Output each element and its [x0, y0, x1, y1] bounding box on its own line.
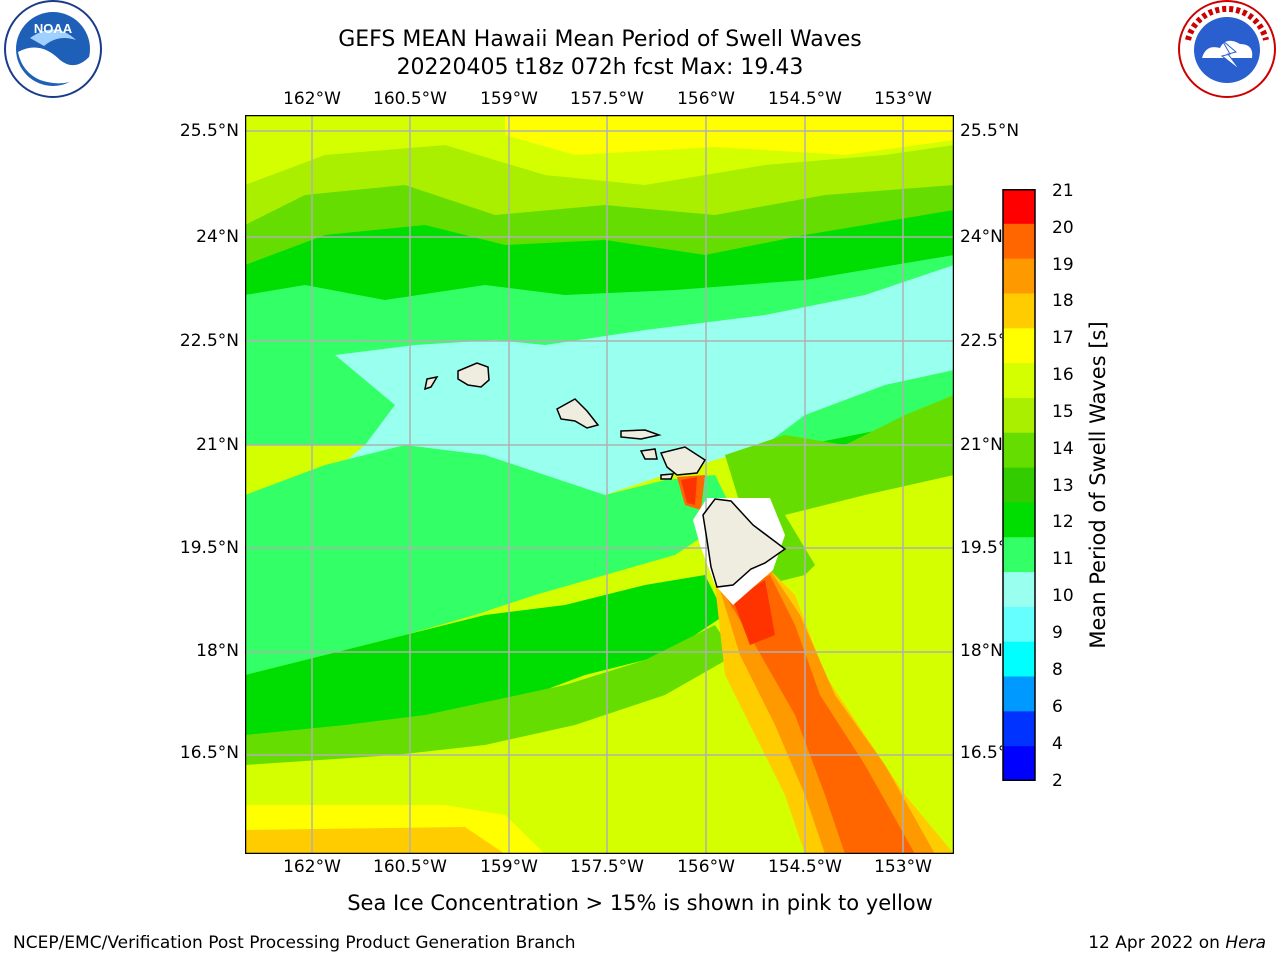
- colorbar: [1002, 189, 1036, 781]
- lon-tick-top: 162°W: [283, 89, 341, 109]
- lat-tick-left: 21°N: [196, 435, 239, 455]
- colorbar-tick: 15: [1052, 402, 1074, 422]
- colorbar-tick: 17: [1052, 328, 1074, 348]
- lat-tick-right: 21°N: [960, 435, 1003, 455]
- lat-tick-right: 24°N: [960, 227, 1003, 247]
- colorbar-segment: [1003, 293, 1035, 329]
- lon-tick-bottom: 154.5°W: [768, 857, 842, 877]
- lon-tick-top: 154.5°W: [768, 89, 842, 109]
- colorbar-segment: [1003, 537, 1035, 573]
- colorbar-segment: [1003, 572, 1035, 608]
- footer-date: 12 Apr 2022 on Hera: [1088, 933, 1266, 953]
- island-oahu: [556, 398, 600, 429]
- colorbar-tick: 11: [1052, 549, 1074, 569]
- colorbar-tick: 18: [1052, 291, 1074, 311]
- lon-tick-bottom: 153°W: [874, 857, 932, 877]
- hawaiian-islands: [424, 362, 787, 588]
- colorbar-segment: [1003, 711, 1035, 747]
- lon-tick-bottom: 157.5°W: [570, 857, 644, 877]
- lon-tick-bottom: 156°W: [677, 857, 735, 877]
- chart-title-line-1: GEFS MEAN Hawaii Mean Period of Swell Wa…: [338, 27, 862, 52]
- colorbar-segment: [1003, 676, 1035, 712]
- lat-tick-left: 25.5°N: [179, 121, 239, 141]
- colorbar-tick: 20: [1052, 218, 1074, 238]
- band-15s-north: [505, 115, 954, 155]
- colorbar-tick: 2: [1052, 771, 1063, 791]
- lat-tick-right: 25.5°N: [960, 121, 1020, 141]
- colorbar-segment: [1003, 328, 1035, 364]
- svg-text:NOAA: NOAA: [34, 21, 73, 36]
- lon-tick-bottom: 160.5°W: [373, 857, 447, 877]
- lat-tick-left: 16.5°N: [179, 743, 239, 763]
- colorbar-segment: [1003, 189, 1035, 225]
- lon-tick-top: 159°W: [480, 89, 538, 109]
- map-gridlines: [245, 115, 954, 854]
- colorbar-segment: [1003, 432, 1035, 469]
- noaa-logo: NOAA: [0, 0, 106, 106]
- lon-tick-top: 160.5°W: [373, 89, 447, 109]
- colorbar-segment: [1003, 502, 1035, 538]
- island-hawaii: [702, 498, 787, 588]
- footer-branch: NCEP/EMC/Verification Post Processing Pr…: [13, 933, 576, 953]
- colorbar-tick: 13: [1052, 476, 1074, 496]
- colorbar-segment: [1003, 223, 1035, 260]
- lon-tick-top: 153°W: [874, 89, 932, 109]
- colorbar-tick: 10: [1052, 586, 1074, 606]
- colorbar-tick: 4: [1052, 734, 1063, 754]
- lat-tick-right: 18°N: [960, 641, 1003, 661]
- colorbar-segment: [1003, 397, 1035, 434]
- colorbar-segment: [1003, 641, 1035, 678]
- colorbar-frame: [1002, 189, 1036, 781]
- colorbar-tick: 16: [1052, 365, 1074, 385]
- island-kahoolawe: [660, 473, 675, 480]
- island-lanai: [639, 448, 658, 460]
- colorbar-segment: [1003, 746, 1035, 781]
- lat-tick-left: 24°N: [196, 227, 239, 247]
- map-panel: [245, 115, 954, 854]
- sea-ice-note: Sea Ice Concentration > 15% is shown in …: [347, 891, 933, 915]
- island-maui: [659, 446, 707, 476]
- colorbar-tick: 9: [1052, 623, 1063, 643]
- island-kauai: [457, 362, 490, 388]
- lat-tick-left: 18°N: [196, 641, 239, 661]
- national-weather-service-logo: [1174, 0, 1280, 106]
- island-molokai: [620, 429, 662, 440]
- lon-tick-top: 156°W: [677, 89, 735, 109]
- footer-host: Hera: [1225, 933, 1266, 953]
- colorbar-tick: 19: [1052, 255, 1074, 275]
- lon-tick-bottom: 159°W: [480, 857, 538, 877]
- lat-tick-left: 22.5°N: [179, 331, 239, 351]
- footer-date-text: 12 Apr 2022 on: [1088, 933, 1220, 953]
- colorbar-segment: [1003, 467, 1035, 503]
- colorbar-segment: [1003, 606, 1035, 643]
- chart-title-line-2: 20220405 t18z 072h fcst Max: 19.43: [396, 55, 804, 80]
- colorbar-tick: 8: [1052, 660, 1063, 680]
- colorbar-label: Mean Period of Swell Waves [s]: [1086, 321, 1110, 649]
- lon-tick-top: 157.5°W: [570, 89, 644, 109]
- lat-tick-left: 19.5°N: [179, 538, 239, 558]
- colorbar-tick: 14: [1052, 439, 1074, 459]
- colorbar-tick: 21: [1052, 181, 1074, 201]
- lon-tick-bottom: 162°W: [283, 857, 341, 877]
- colorbar-segment: [1003, 258, 1035, 294]
- colorbar-segment: [1003, 363, 1035, 399]
- colorbar-tick: 6: [1052, 697, 1063, 717]
- colorbar-tick: 12: [1052, 512, 1074, 532]
- island-niihau: [424, 375, 439, 391]
